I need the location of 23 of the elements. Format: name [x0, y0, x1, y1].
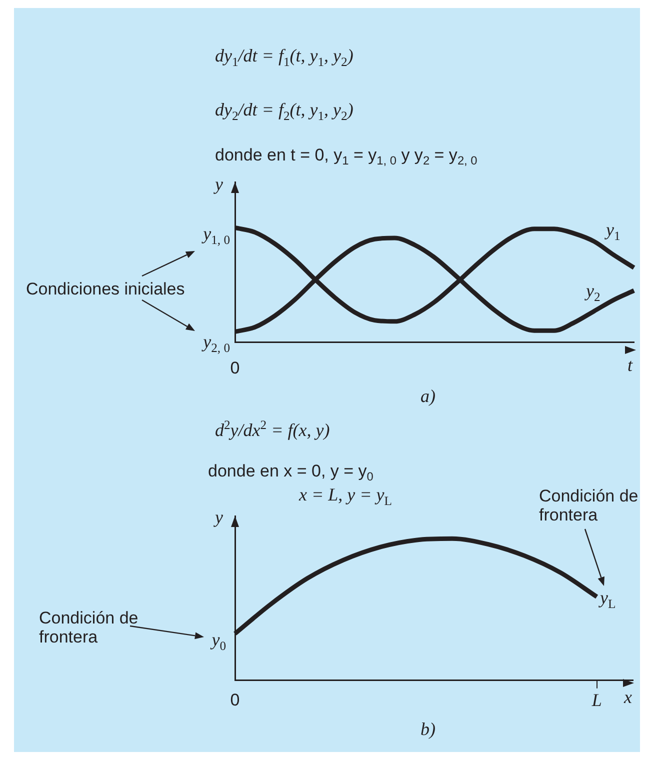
annotation: y$_{L}$ [600, 587, 616, 612]
text: d$^{2}$y/dx$^{2}$ = f(x, y) [215, 418, 330, 441]
text: dy$_{1}$/dt = f$_{1}$(t, y$_{1}$, y$_{2}$) [215, 45, 354, 69]
x-axis-title: t [627, 355, 633, 376]
text: y$_{1, 0}$ [203, 223, 230, 248]
text: y$_{0}$ [212, 629, 226, 654]
text: x = L, y = y$_{L}$ [299, 484, 392, 509]
text: 0 [230, 358, 240, 378]
series-label: y$_{2}$ [586, 280, 600, 305]
text: donde en x = 0, y = y$_{0}$ [208, 461, 374, 484]
y-axis-title: y [215, 174, 223, 195]
text: a) [420, 386, 436, 407]
text: Condición de frontera [39, 608, 140, 647]
x-tick-label: L [590, 690, 602, 710]
x-axis-title: x [624, 687, 632, 708]
text: Condición de frontera [539, 486, 640, 525]
text: Condiciones iniciales [26, 280, 185, 300]
text: b) [420, 719, 436, 740]
text: dy$_{2}$/dt = f$_{2}$(t, y$_{1}$, y$_{2}$) [215, 99, 354, 123]
text: donde en t = 0, y$_{1}$ = y$_{1, 0}$ y y$_{2}$ = y$_{2, 0}$ [215, 145, 478, 168]
series-label: y$_{1}$ [606, 219, 620, 244]
y-axis-title: y [215, 507, 223, 528]
text: y$_{2, 0}$ [203, 331, 230, 356]
